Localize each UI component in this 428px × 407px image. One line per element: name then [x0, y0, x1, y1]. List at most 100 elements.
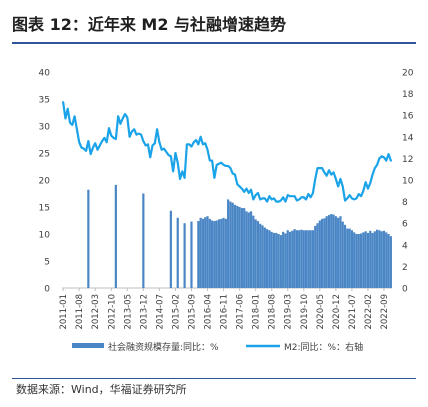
legend-label-bar: 社会融资规模存量:同比：%	[108, 341, 219, 353]
x-tick-label: 2017-06	[236, 294, 246, 330]
legend-swatch-bar	[72, 343, 104, 348]
left-y-tick-label: 10	[39, 231, 51, 241]
bar	[353, 232, 356, 288]
line-path	[62, 101, 392, 203]
bar	[309, 230, 312, 288]
bar	[346, 228, 349, 288]
bar	[350, 230, 353, 288]
x-tick-label: 2020-05	[316, 294, 326, 330]
bar	[215, 220, 218, 288]
right-y-tick-label: 8	[402, 198, 408, 208]
bar	[330, 214, 333, 288]
x-tick-label: 2016-04	[204, 294, 214, 330]
bar	[382, 230, 386, 288]
bar	[268, 230, 271, 288]
left-y-tick-label: 30	[39, 123, 51, 133]
chart-title: 图表 12：近年来 M2 与社融增速趋势	[12, 15, 287, 34]
x-tick-label: 2011-01	[59, 294, 69, 330]
bar	[259, 223, 262, 288]
bar	[302, 230, 305, 288]
bar	[231, 202, 234, 288]
bar	[373, 231, 376, 288]
x-tick-label: 2019-03	[284, 294, 294, 330]
right-y-tick-label: 2	[402, 263, 408, 273]
right-y-tick-label: 10	[402, 177, 414, 187]
x-tick-label: 2019-10	[300, 294, 310, 330]
bar	[341, 221, 344, 288]
bar	[288, 231, 292, 288]
bar	[369, 230, 372, 288]
x-tick-label: 2022-02	[364, 294, 374, 330]
left-y-tick-label: 35	[39, 96, 50, 106]
bar	[183, 223, 186, 288]
bar	[371, 232, 374, 288]
left-y-tick-label: 25	[39, 150, 50, 160]
bar	[270, 231, 273, 288]
right-axis: 0 2 4 6 8 10 12 14 16 18 20	[402, 69, 414, 295]
bar	[208, 218, 211, 288]
bar	[378, 230, 381, 288]
bar	[233, 204, 237, 288]
bar	[224, 218, 227, 288]
bar	[252, 215, 255, 288]
bar	[286, 230, 289, 288]
bar	[293, 229, 296, 288]
bar	[314, 225, 317, 288]
bar	[240, 208, 243, 288]
bar	[263, 227, 266, 288]
bar	[272, 232, 276, 288]
bar	[211, 220, 214, 288]
line-series-m2	[62, 101, 392, 203]
bar	[87, 189, 90, 288]
x-tick-label: 2015-02	[171, 294, 181, 330]
bar	[318, 220, 321, 288]
left-y-tick-label: 15	[39, 204, 50, 214]
bar	[334, 216, 337, 288]
bar	[300, 229, 303, 288]
right-y-tick-label: 20	[402, 69, 414, 79]
bar	[176, 217, 179, 288]
bar	[366, 232, 370, 288]
bottom-rule	[12, 378, 416, 379]
x-tick-label: 2013-05	[123, 294, 133, 330]
x-tick-label: 2022-09	[380, 294, 390, 330]
x-tick-label: 2018-08	[268, 294, 278, 330]
x-tick-label: 2021-07	[348, 294, 358, 330]
bar	[343, 224, 347, 288]
left-axis: 0 5 10 15 20 25 30 35 40	[39, 69, 51, 295]
bar	[364, 231, 367, 288]
bar	[114, 184, 117, 288]
right-y-tick-label: 4	[402, 241, 408, 251]
right-y-tick-label: 0	[402, 285, 408, 295]
chart: 0 5 10 15 20 25 30 35 40 0 2 4 6 8 10 12 14 16 18 20 2011-…	[39, 69, 414, 354]
bar	[222, 217, 225, 288]
bar	[332, 214, 335, 288]
bar	[261, 225, 264, 288]
x-tick-label: 2015-09	[187, 294, 197, 330]
bar	[355, 234, 358, 288]
legend-label-line: M2:同比：%：右轴	[284, 341, 363, 353]
bar	[256, 221, 260, 288]
right-y-tick-label: 12	[402, 155, 413, 165]
left-y-tick-label: 5	[44, 258, 50, 268]
x-tick-label: 2012-10	[107, 294, 117, 330]
bar	[217, 219, 221, 288]
bar	[254, 219, 257, 288]
bar	[220, 218, 223, 288]
x-tick-label: 2020-12	[332, 294, 342, 330]
bar	[385, 232, 388, 288]
bar	[348, 228, 351, 288]
bar	[275, 232, 278, 288]
bar	[282, 231, 285, 288]
right-y-tick-label: 16	[402, 112, 414, 122]
x-tick-label: 2013-12	[139, 294, 149, 330]
bar	[229, 201, 232, 288]
bar	[201, 218, 205, 288]
bar	[247, 212, 250, 288]
x-tick-label: 2012-03	[91, 294, 101, 330]
bar	[142, 193, 145, 288]
right-y-tick-label: 14	[402, 133, 414, 143]
bar	[357, 234, 360, 288]
bar	[227, 199, 230, 288]
bar	[359, 233, 363, 288]
